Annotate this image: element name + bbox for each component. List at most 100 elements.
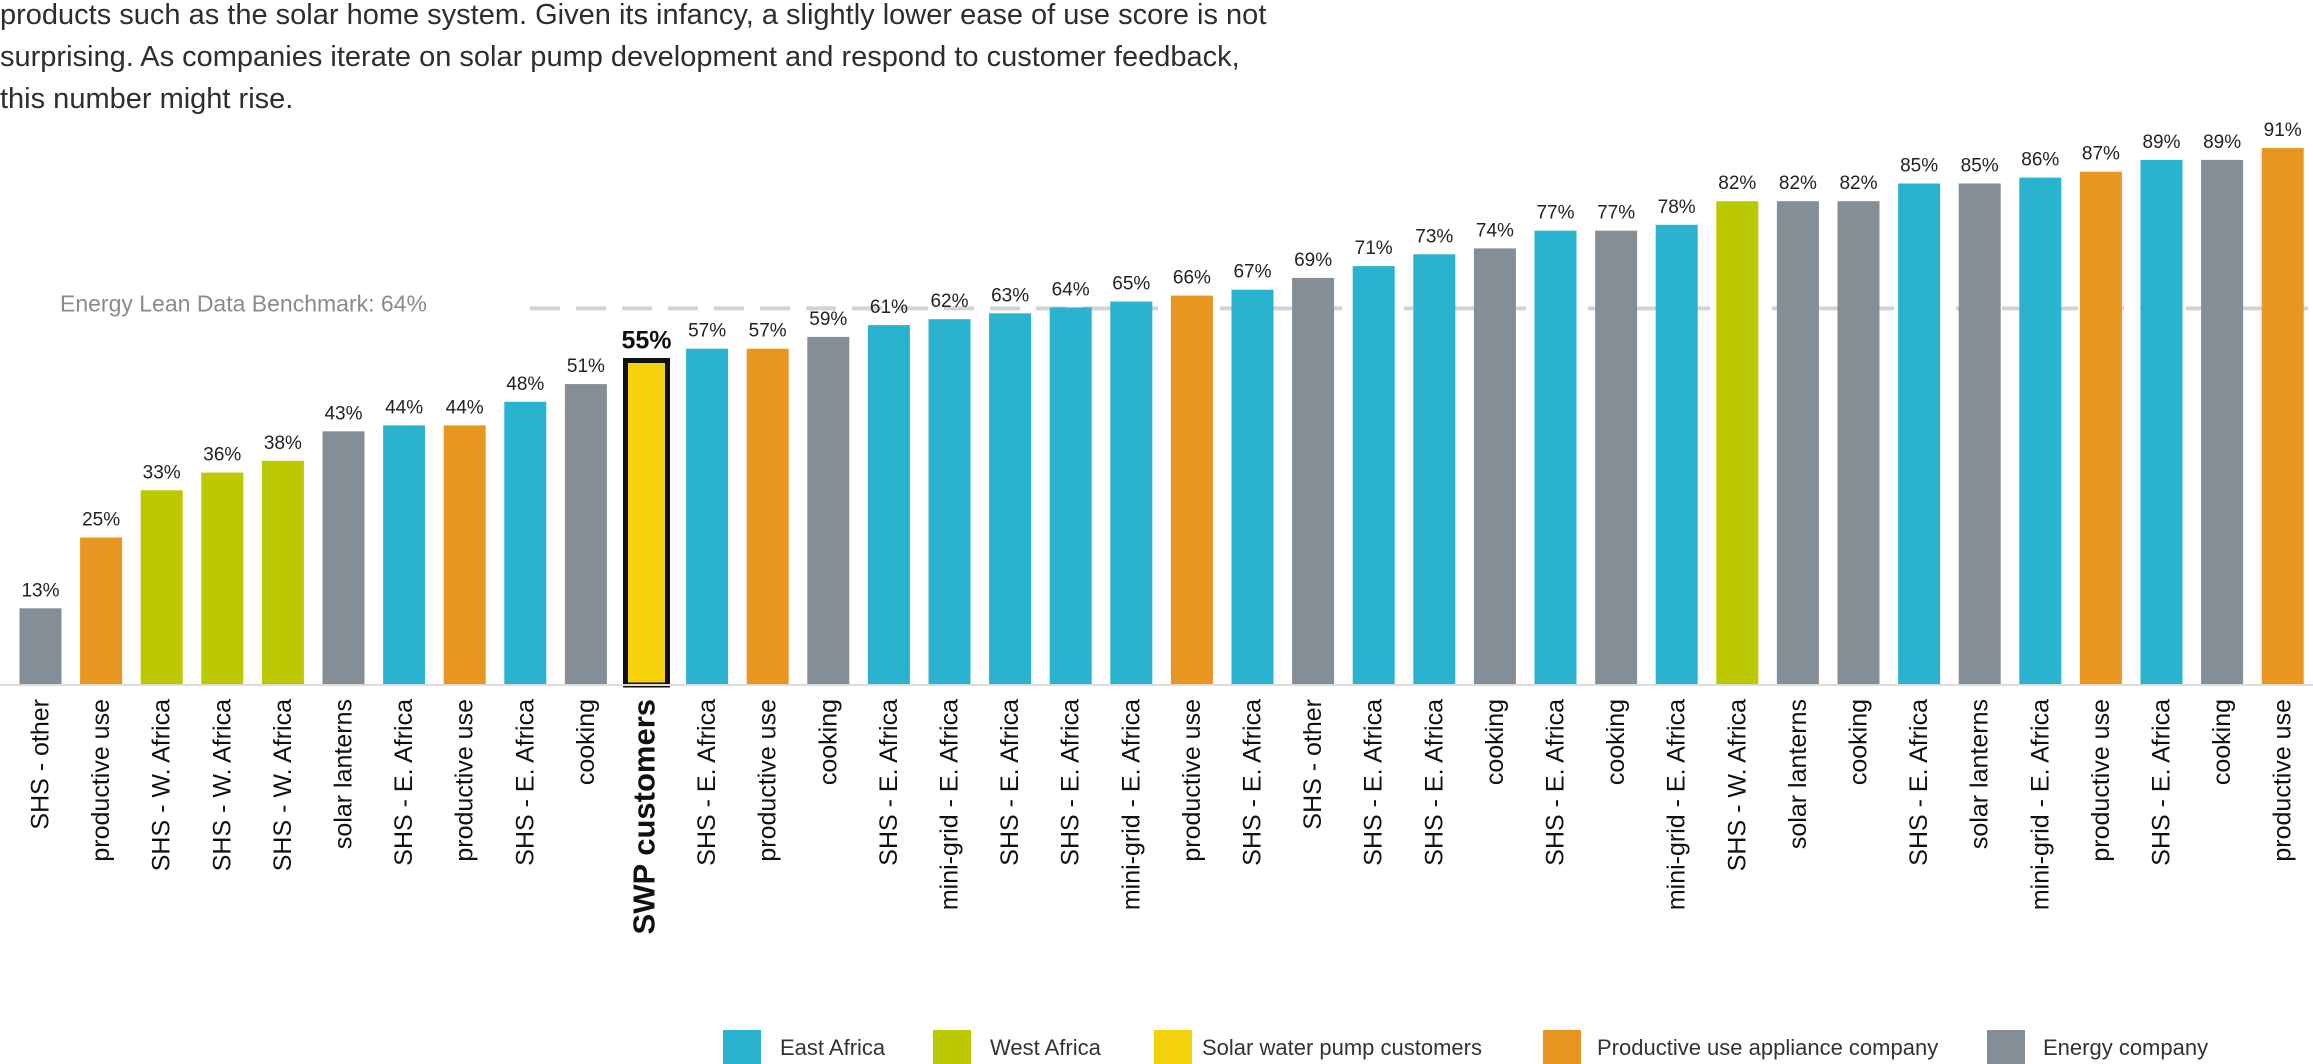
value-label: 57% [688,321,726,342]
category-label: SHS - E. Africa [1542,699,1570,866]
category-label: SHS - E. Africa [1420,699,1448,866]
bar [80,537,123,685]
value-label: 85% [1961,156,1999,177]
legend-swatch [933,1030,971,1064]
value-label: 67% [1233,262,1271,283]
bar [686,348,729,685]
value-label: 91% [2264,120,2302,141]
category-label: cooking [1845,699,1873,785]
legend-swatch [723,1030,761,1064]
value-label: 44% [446,397,484,418]
bar [19,608,62,685]
value-label: 48% [506,374,544,395]
value-label: 77% [1597,203,1635,224]
category-label: productive use [2087,699,2115,862]
category-label: SHS - E. Africa [511,699,539,866]
legend-label: West Africa [990,1035,1101,1060]
category-label: productive use [1178,699,1206,862]
bar [867,325,910,685]
category-label: productive use [87,699,115,862]
value-label: 82% [1839,173,1877,194]
value-label: 74% [1476,220,1514,241]
legend-label: Productive use appliance company [1597,1035,1939,1060]
legend-label: Energy company [2043,1035,2209,1060]
bar [564,384,607,685]
bar [1231,289,1274,685]
value-label: 71% [1355,238,1393,259]
category-label: SHS - W. Africa [148,699,176,871]
legend-label: East Africa [780,1035,886,1060]
category-label: solar lanterns [1966,699,1994,849]
category-label: mini-grid - E. Africa [2026,699,2054,910]
category-label: SHS - W. Africa [208,699,236,871]
bar [1655,224,1698,686]
category-label: SHS - E. Africa [693,699,721,866]
category-label: SHS - E. Africa [1239,699,1267,866]
bar [1170,295,1213,685]
bar [1595,230,1638,685]
value-label: 44% [385,397,423,418]
value-label: 69% [1294,250,1332,271]
value-label: 55% [621,327,671,355]
category-label: mini-grid - E. Africa [936,699,964,910]
category-label: SHS - E. Africa [2148,699,2176,866]
value-label: 89% [2203,132,2241,153]
category-label: mini-grid - E. Africa [1663,699,1691,910]
category-label: cooking [814,699,842,785]
category-label: productive use [754,699,782,862]
value-label: 36% [203,445,241,466]
benchmark-label: Energy Lean Data Benchmark: 64% [60,290,427,316]
value-label: 82% [1718,173,1756,194]
bar [383,425,426,685]
bar [1110,301,1153,685]
value-label: 43% [324,403,362,424]
bar [2201,159,2244,685]
bar [1898,183,1941,685]
category-label: SHS - E. Africa [390,699,418,866]
bar [443,425,486,685]
bar [1292,277,1335,685]
value-label: 82% [1779,173,1817,194]
bar [322,431,365,685]
value-label: 77% [1536,203,1574,224]
bar [1413,254,1456,686]
bar [261,460,304,685]
bar [2261,148,2304,686]
bar [1352,266,1395,685]
bar [2019,177,2062,685]
category-label: SHS - other [27,699,55,830]
value-label: 64% [1052,279,1090,300]
bar [1776,201,1819,685]
bar [1473,248,1516,685]
bar [140,490,183,685]
category-label: SHS - E. Africa [875,699,903,866]
bar [1837,201,1880,685]
bar [1534,230,1577,685]
category-label: SHS - W. Africa [1723,699,1751,871]
legend-swatch [1154,1030,1192,1064]
category-label: SHS - E. Africa [1057,699,1085,866]
bar [746,348,789,685]
value-label: 87% [2082,144,2120,165]
bar [1716,201,1759,685]
category-label: solar lanterns [330,699,358,849]
value-label: 13% [21,580,59,601]
value-label: 61% [870,297,908,318]
value-label: 66% [1173,268,1211,289]
value-label: 78% [1658,197,1696,218]
legend-label: Solar water pump customers [1202,1035,1482,1060]
category-label: SWP customers [627,699,662,934]
category-label: mini-grid - E. Africa [1117,699,1145,910]
value-label: 89% [2142,132,2180,153]
category-label: cooking [572,699,600,785]
bar [807,336,850,685]
bar [623,358,670,688]
bar [2079,171,2122,685]
value-labels: 13% 25% 33% 36% 38% 43% 44% 44% 48% 51% 55% 57% 57% 5… [21,120,2301,601]
bar [2140,159,2183,685]
category-label: cooking [1602,699,1630,785]
value-label: 57% [749,321,787,342]
bars [19,148,2304,688]
category-label: productive use [2269,699,2297,862]
bar [201,472,244,685]
